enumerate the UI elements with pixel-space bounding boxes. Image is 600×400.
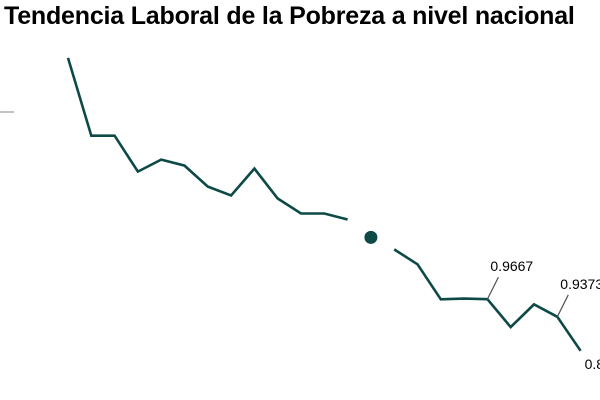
data-label: 0.9373 [560, 276, 600, 292]
data-point-marker [364, 230, 378, 244]
series-line-segment [393, 248, 582, 352]
data-labels-layer: 0.9667 0.9373 0.8804 [486, 258, 600, 372]
data-label-leader [556, 294, 569, 318]
chart-title: Tendencia Laboral de la Pobreza a nivel … [4, 2, 575, 30]
data-label: 0.9667 [490, 258, 533, 274]
series-layer [66, 57, 582, 352]
series-line-segment [66, 57, 348, 221]
data-label-leader [486, 276, 499, 300]
data-label: 0.8804 [585, 356, 600, 372]
